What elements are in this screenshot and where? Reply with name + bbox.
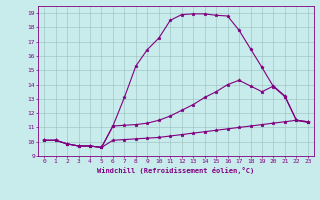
X-axis label: Windchill (Refroidissement éolien,°C): Windchill (Refroidissement éolien,°C) <box>97 167 255 174</box>
